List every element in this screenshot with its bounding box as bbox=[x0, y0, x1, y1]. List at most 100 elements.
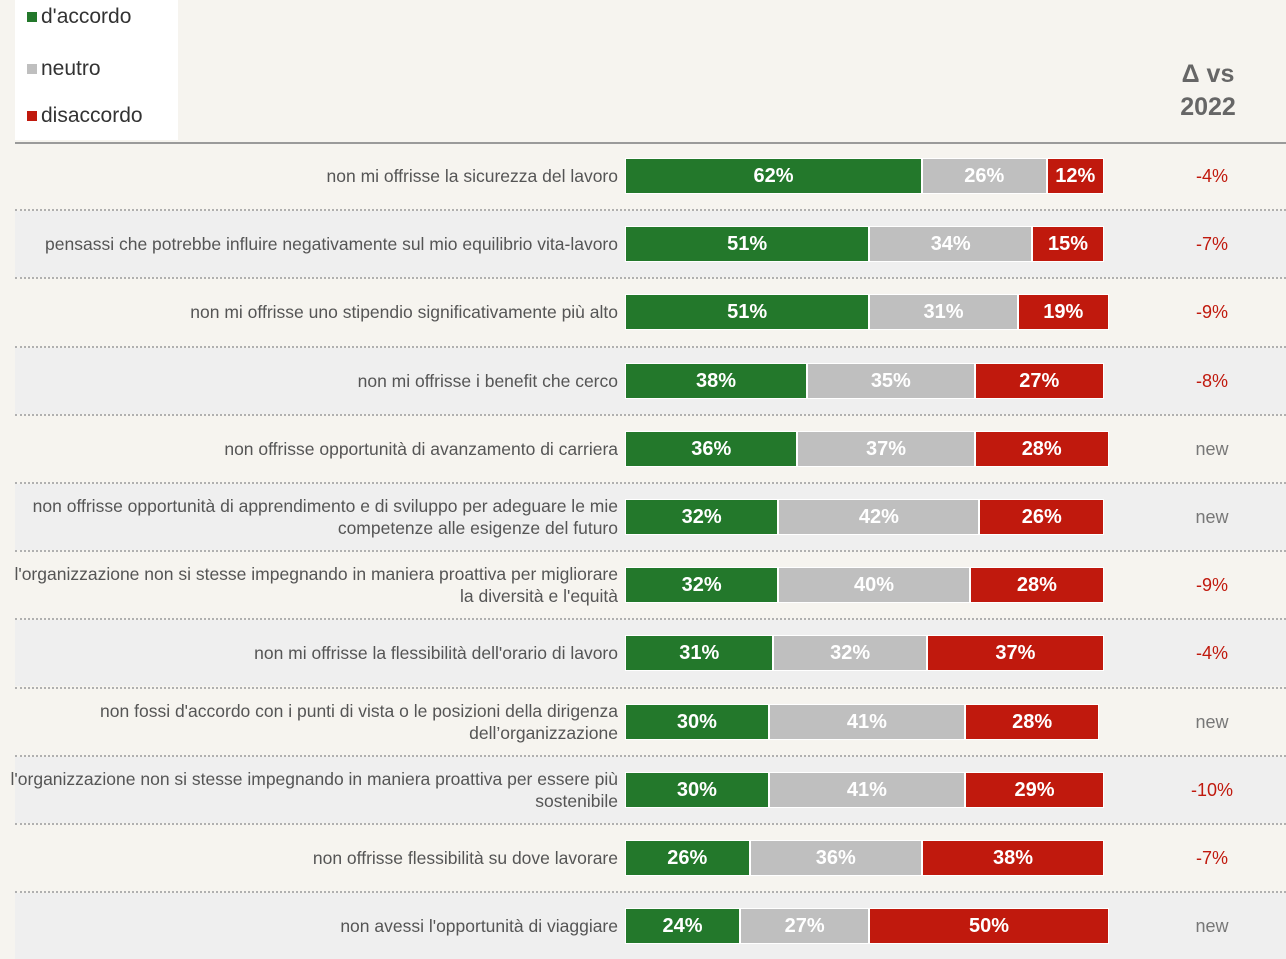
bar-segment bbox=[797, 430, 975, 467]
bar-segment bbox=[625, 771, 769, 808]
bar-segment bbox=[773, 635, 927, 672]
value-label: 38% bbox=[695, 369, 737, 392]
bar-segment bbox=[926, 635, 1104, 672]
value-label: 19% bbox=[1043, 301, 1084, 324]
category-label: non fossi d'accordo con i punti di vista… bbox=[100, 700, 618, 743]
bar-segment bbox=[625, 635, 774, 672]
bar-segment bbox=[969, 567, 1104, 604]
bar-segment bbox=[625, 294, 870, 331]
legend-swatch bbox=[27, 111, 37, 121]
legend-item: neutro bbox=[27, 57, 101, 81]
delta-value: -10% bbox=[1190, 779, 1234, 800]
bar-segment bbox=[778, 499, 980, 535]
bar-segment bbox=[625, 499, 779, 535]
category-label: non mi offrisse la sicurezza del lavoro bbox=[326, 166, 618, 186]
value-label: 42% bbox=[858, 506, 899, 528]
value-label: 37% bbox=[995, 642, 1036, 665]
bar-segment bbox=[869, 294, 1018, 331]
value-label: 26% bbox=[964, 165, 1005, 187]
bar-segment bbox=[979, 499, 1104, 535]
bar-segment bbox=[965, 703, 1100, 740]
value-label: 28% bbox=[1016, 574, 1057, 597]
value-label: 40% bbox=[854, 574, 895, 597]
delta-value: new bbox=[1195, 711, 1229, 732]
delta-value: -8% bbox=[1195, 370, 1228, 391]
category-label: pensassi che potrebbe influire negativam… bbox=[45, 234, 618, 255]
legend-swatch bbox=[27, 12, 37, 22]
value-label: 36% bbox=[815, 847, 856, 869]
delta-value: -9% bbox=[1195, 575, 1228, 596]
value-label: 26% bbox=[667, 847, 708, 869]
bar-segment bbox=[974, 430, 1109, 467]
bar-segment bbox=[1046, 158, 1104, 194]
bar-segment bbox=[768, 703, 966, 740]
value-label: 26% bbox=[1021, 506, 1062, 528]
bar-segment bbox=[625, 158, 922, 194]
value-label: 28% bbox=[1021, 437, 1062, 460]
value-label: 50% bbox=[969, 915, 1010, 938]
header-rule bbox=[15, 142, 1286, 144]
value-label: 37% bbox=[866, 437, 907, 460]
delta-header: Δ vs 2022 bbox=[1180, 60, 1236, 121]
delta-value: -7% bbox=[1195, 234, 1228, 255]
delta-value: -4% bbox=[1195, 166, 1228, 186]
bar-segment bbox=[974, 362, 1104, 399]
value-label: 31% bbox=[679, 642, 720, 665]
value-label: 12% bbox=[1055, 165, 1096, 187]
value-label: 32% bbox=[681, 506, 722, 528]
legend-label: d'accordo bbox=[41, 5, 132, 28]
value-label: 62% bbox=[753, 165, 794, 187]
category-label: non offrisse opportunità di apprendiment… bbox=[32, 496, 618, 538]
row-separator bbox=[15, 413, 1286, 416]
row-separator bbox=[15, 209, 1286, 212]
row-separator bbox=[15, 550, 1286, 553]
bar-segment bbox=[625, 362, 808, 399]
category-label: non avessi l'opportunità di viaggiare bbox=[340, 916, 618, 937]
value-label: 29% bbox=[1014, 778, 1055, 801]
value-label: 41% bbox=[846, 778, 887, 801]
bar-segment bbox=[1032, 226, 1104, 263]
bar-segment bbox=[749, 840, 922, 876]
value-label: 38% bbox=[992, 847, 1033, 869]
value-label: 32% bbox=[681, 574, 722, 597]
bar-segment bbox=[778, 567, 970, 604]
delta-value: -9% bbox=[1195, 302, 1228, 323]
delta-value: new bbox=[1195, 916, 1229, 937]
value-label: 27% bbox=[784, 915, 825, 938]
category-label: l'organizzazione non si stesse impegnand… bbox=[10, 768, 618, 811]
bar-segment bbox=[625, 226, 870, 263]
row-separator bbox=[15, 686, 1286, 689]
row-separator bbox=[15, 481, 1286, 484]
delta-value: new bbox=[1195, 507, 1229, 527]
value-label: 30% bbox=[676, 778, 717, 801]
bar-segment bbox=[625, 840, 750, 876]
row-separator bbox=[15, 345, 1286, 348]
value-label: 36% bbox=[691, 437, 732, 460]
row-separator bbox=[15, 277, 1286, 280]
value-label: 28% bbox=[1012, 710, 1053, 733]
category-label: non offrisse flessibilità su dove lavora… bbox=[312, 848, 618, 868]
value-label: 32% bbox=[830, 642, 871, 665]
row-separator bbox=[15, 822, 1286, 825]
row-separator bbox=[15, 891, 1286, 894]
row-separator bbox=[15, 618, 1286, 621]
value-label: 15% bbox=[1048, 233, 1089, 256]
legend-label: neutro bbox=[41, 57, 101, 80]
delta-value: new bbox=[1195, 438, 1229, 459]
value-label: 41% bbox=[846, 710, 887, 733]
bar-segment bbox=[807, 362, 975, 399]
bar-segment bbox=[921, 158, 1047, 194]
legend: d'accordo neutro disaccordo bbox=[15, 0, 178, 140]
bar-segment bbox=[625, 703, 769, 740]
bar-segment bbox=[625, 567, 779, 604]
value-label: 31% bbox=[923, 301, 964, 324]
legend-item: disaccordo bbox=[27, 104, 143, 128]
category-label: non mi offrisse uno stipendio significat… bbox=[190, 302, 618, 323]
bar-segment bbox=[1017, 294, 1109, 331]
delta-value: -4% bbox=[1195, 643, 1228, 664]
bar-segment bbox=[625, 908, 740, 945]
value-label: 24% bbox=[662, 915, 703, 938]
category-label: non offrisse opportunità di avanzamento … bbox=[224, 438, 618, 459]
category-label: non mi offrisse i benefit che cerco bbox=[357, 370, 618, 391]
